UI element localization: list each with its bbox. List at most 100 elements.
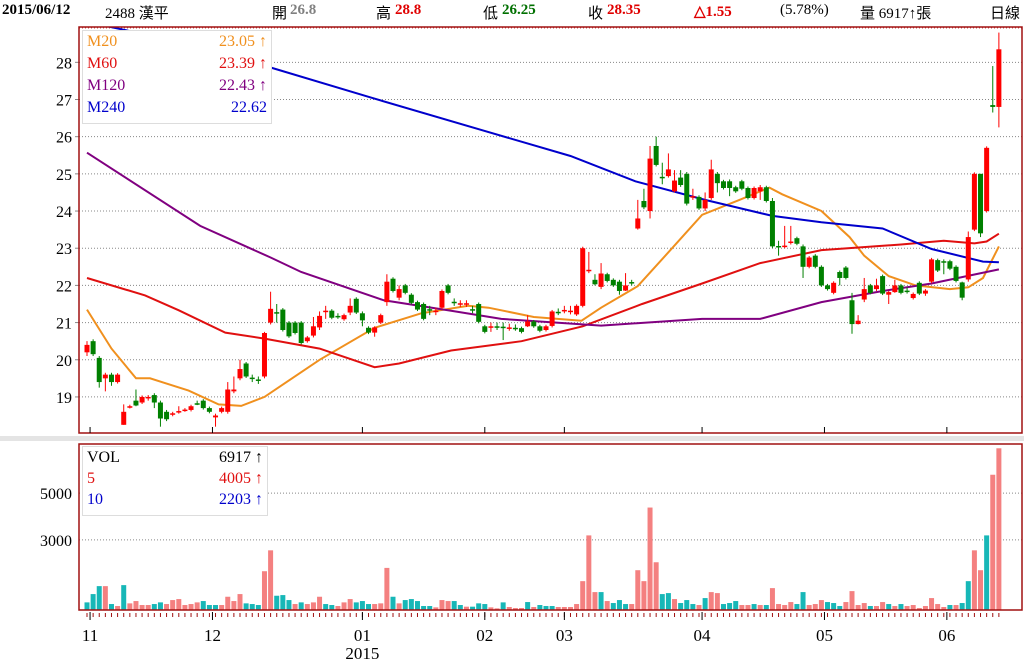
candle (482, 324, 488, 334)
candle (359, 311, 365, 327)
volume-bar (678, 603, 684, 610)
volume-bar (115, 606, 121, 610)
candle-body (727, 181, 733, 188)
volume-bar (665, 593, 671, 610)
volume-bar (702, 598, 708, 610)
candle-body (335, 315, 341, 318)
legend-value: 22.43 ↑ (219, 77, 267, 94)
volume-bar (672, 599, 678, 610)
legend-value: 2203 ↑ (219, 491, 263, 508)
candle (586, 251, 592, 274)
month-label: 11 (82, 626, 98, 645)
candle-body (96, 357, 102, 383)
price-tick-label: 22 (56, 278, 72, 295)
volume-bar (268, 550, 274, 610)
volume-bar (341, 602, 347, 610)
candle (139, 395, 145, 404)
candle (133, 389, 139, 407)
candle (659, 162, 665, 185)
candle (751, 186, 757, 200)
volume-bar (996, 448, 1002, 610)
candle-body (941, 261, 947, 263)
candle (537, 324, 543, 333)
volume-bar (433, 607, 439, 610)
candle-body (476, 303, 482, 322)
volume-bar (935, 604, 941, 610)
legend-name: M60 (87, 55, 118, 72)
candle (996, 32, 1002, 128)
candle-body (598, 273, 604, 287)
volume-bar (647, 507, 653, 610)
volume-bar (304, 604, 310, 610)
candle (188, 404, 194, 412)
volume-bar (751, 604, 757, 610)
candle (831, 281, 837, 295)
candle (451, 298, 457, 306)
candle (647, 145, 653, 219)
candle-body (880, 276, 886, 294)
price-tick-label: 25 (56, 167, 72, 184)
candle (769, 198, 775, 249)
candle-body (482, 326, 488, 332)
legend-name: M20 (87, 33, 118, 50)
period-selector[interactable]: 日線 (990, 6, 1021, 22)
candle-body (708, 169, 714, 199)
volume-bar (531, 607, 537, 610)
candle (353, 297, 359, 315)
candle-body (910, 293, 916, 299)
candle (898, 283, 904, 295)
volume-bar (482, 604, 488, 610)
volume-bar (457, 605, 463, 610)
candle-body (806, 257, 812, 267)
candle (635, 199, 641, 230)
candle-body (659, 176, 665, 179)
volume-bar (231, 601, 237, 610)
candle (206, 406, 212, 414)
candle (231, 376, 237, 394)
candle-body (157, 402, 163, 419)
candle (463, 300, 469, 307)
low-label: 低 (483, 6, 499, 22)
volume-bar (916, 608, 922, 610)
volume-bar (794, 604, 800, 610)
candle-body (996, 49, 1002, 107)
volume-bar (390, 596, 396, 610)
candle-body (586, 269, 592, 272)
candle-body (378, 315, 384, 323)
candle (433, 307, 439, 316)
candle-body (990, 105, 996, 107)
candle-body (567, 310, 573, 313)
volume-bar (353, 602, 359, 610)
candle-body (947, 261, 953, 269)
candle (861, 277, 867, 303)
volume-bar (470, 606, 476, 610)
candle (623, 273, 629, 291)
panel-separator (0, 436, 1024, 441)
candle-body (421, 303, 427, 319)
candle (567, 305, 573, 315)
volume-bar (292, 604, 298, 610)
volume-bar (574, 604, 580, 610)
candle-body (451, 301, 457, 304)
volume-bar (439, 600, 445, 610)
legend-name: M240 (87, 99, 126, 116)
candle (243, 361, 249, 378)
volume-bar (280, 595, 286, 610)
candle-body (243, 363, 249, 377)
candle (598, 263, 604, 290)
candle-body (292, 322, 298, 333)
volume-bar (127, 603, 133, 610)
ma-line-m60 (86, 232, 1000, 369)
volume-bar (347, 599, 353, 610)
candle (672, 170, 678, 193)
candle-body (696, 196, 702, 209)
candle-body (959, 282, 965, 298)
candle (292, 321, 298, 335)
candle-body (971, 173, 977, 230)
candle (390, 277, 396, 293)
candle (310, 317, 316, 338)
candle (892, 279, 898, 293)
candle (286, 321, 292, 338)
candle (427, 305, 433, 316)
volume-bar (219, 605, 225, 610)
